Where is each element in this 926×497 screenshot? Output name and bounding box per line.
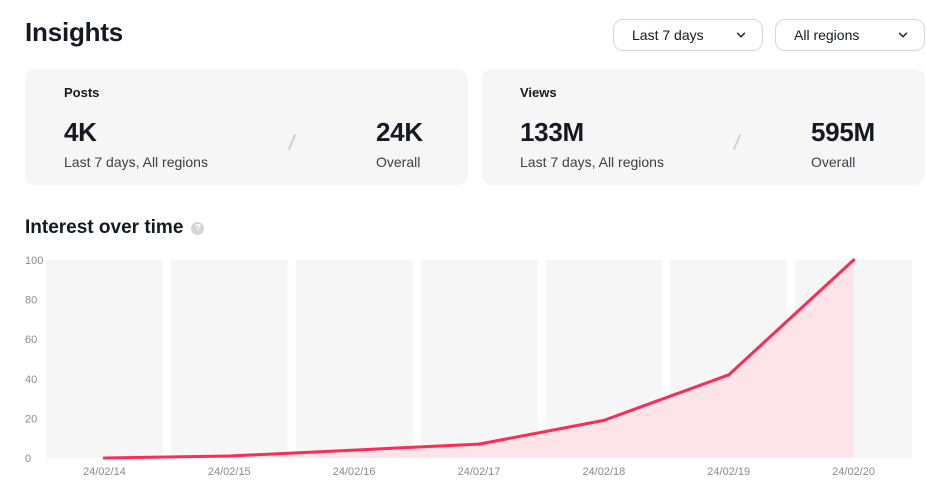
- data-point: [227, 454, 231, 458]
- divider-slash-icon: [733, 134, 741, 150]
- views-card: Views 133M Last 7 days, All regions 595M…: [482, 69, 925, 185]
- data-point: [852, 258, 856, 262]
- y-tick-label: 0: [25, 453, 31, 465]
- y-tick-label: 40: [25, 374, 37, 386]
- views-overall-caption: Overall: [811, 154, 856, 170]
- chart-band: [170, 260, 288, 458]
- page-title: Insights: [25, 17, 124, 47]
- views-period-value: 133M: [520, 117, 584, 147]
- divider-slash-icon: [288, 134, 296, 150]
- x-tick-label: 24/02/17: [458, 466, 501, 478]
- posts-overall-caption: Overall: [376, 154, 421, 170]
- data-point: [352, 448, 356, 452]
- posts-card: Posts 4K Last 7 days, All regions 24K Ov…: [25, 69, 468, 185]
- data-point: [477, 442, 481, 446]
- series-area: [104, 260, 854, 458]
- x-tick-label: 24/02/16: [333, 466, 376, 478]
- posts-card-label: Posts: [64, 85, 100, 100]
- y-tick-label: 60: [25, 334, 37, 346]
- posts-period-value: 4K: [64, 117, 97, 147]
- chart-title: Interest over time: [25, 217, 184, 238]
- chart-section-title: Interest over time ?: [25, 217, 205, 239]
- y-tick-label: 20: [25, 413, 37, 425]
- x-tick-label: 24/02/20: [832, 466, 875, 478]
- chart-band: [420, 260, 538, 458]
- interest-chart: 0 20 40 60 80 100 24/02/14 24/02/15 24/02/16 24/0…: [25, 255, 912, 478]
- chevron-down-icon: [736, 32, 746, 38]
- region-select[interactable]: All regions: [775, 19, 925, 51]
- data-point: [727, 373, 731, 377]
- chart-band: [295, 260, 413, 458]
- chart-band: [46, 260, 163, 458]
- chevron-down-icon: [898, 32, 908, 38]
- region-value: All regions: [794, 27, 860, 43]
- data-point: [602, 418, 606, 422]
- x-tick-label: 24/02/15: [208, 466, 251, 478]
- data-point: [102, 456, 106, 460]
- x-tick-label: 24/02/18: [582, 466, 625, 478]
- x-tick-label: 24/02/14: [83, 466, 126, 478]
- y-tick-label: 80: [25, 295, 37, 307]
- x-tick-label: 24/02/19: [707, 466, 750, 478]
- views-card-label: Views: [520, 85, 557, 100]
- views-period-caption: Last 7 days, All regions: [520, 154, 664, 170]
- posts-period-caption: Last 7 days, All regions: [64, 154, 208, 170]
- date-range-select[interactable]: Last 7 days: [613, 19, 763, 51]
- help-icon[interactable]: ?: [191, 221, 205, 235]
- date-range-value: Last 7 days: [632, 27, 704, 43]
- posts-overall-value: 24K: [376, 117, 423, 147]
- y-tick-label: 100: [25, 255, 43, 267]
- views-overall-value: 595M: [811, 117, 875, 147]
